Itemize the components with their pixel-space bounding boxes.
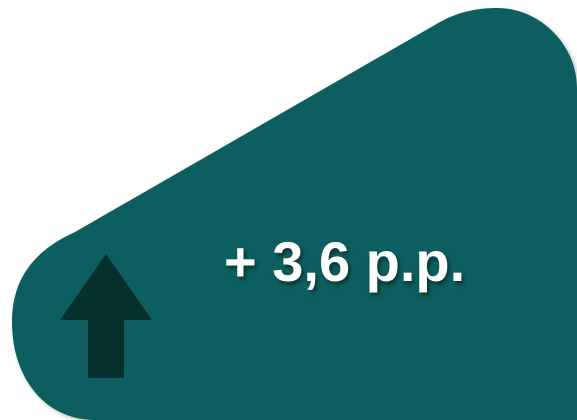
change-value: + 3,6 p.p. bbox=[224, 230, 466, 293]
arrow-up-icon bbox=[58, 252, 154, 380]
